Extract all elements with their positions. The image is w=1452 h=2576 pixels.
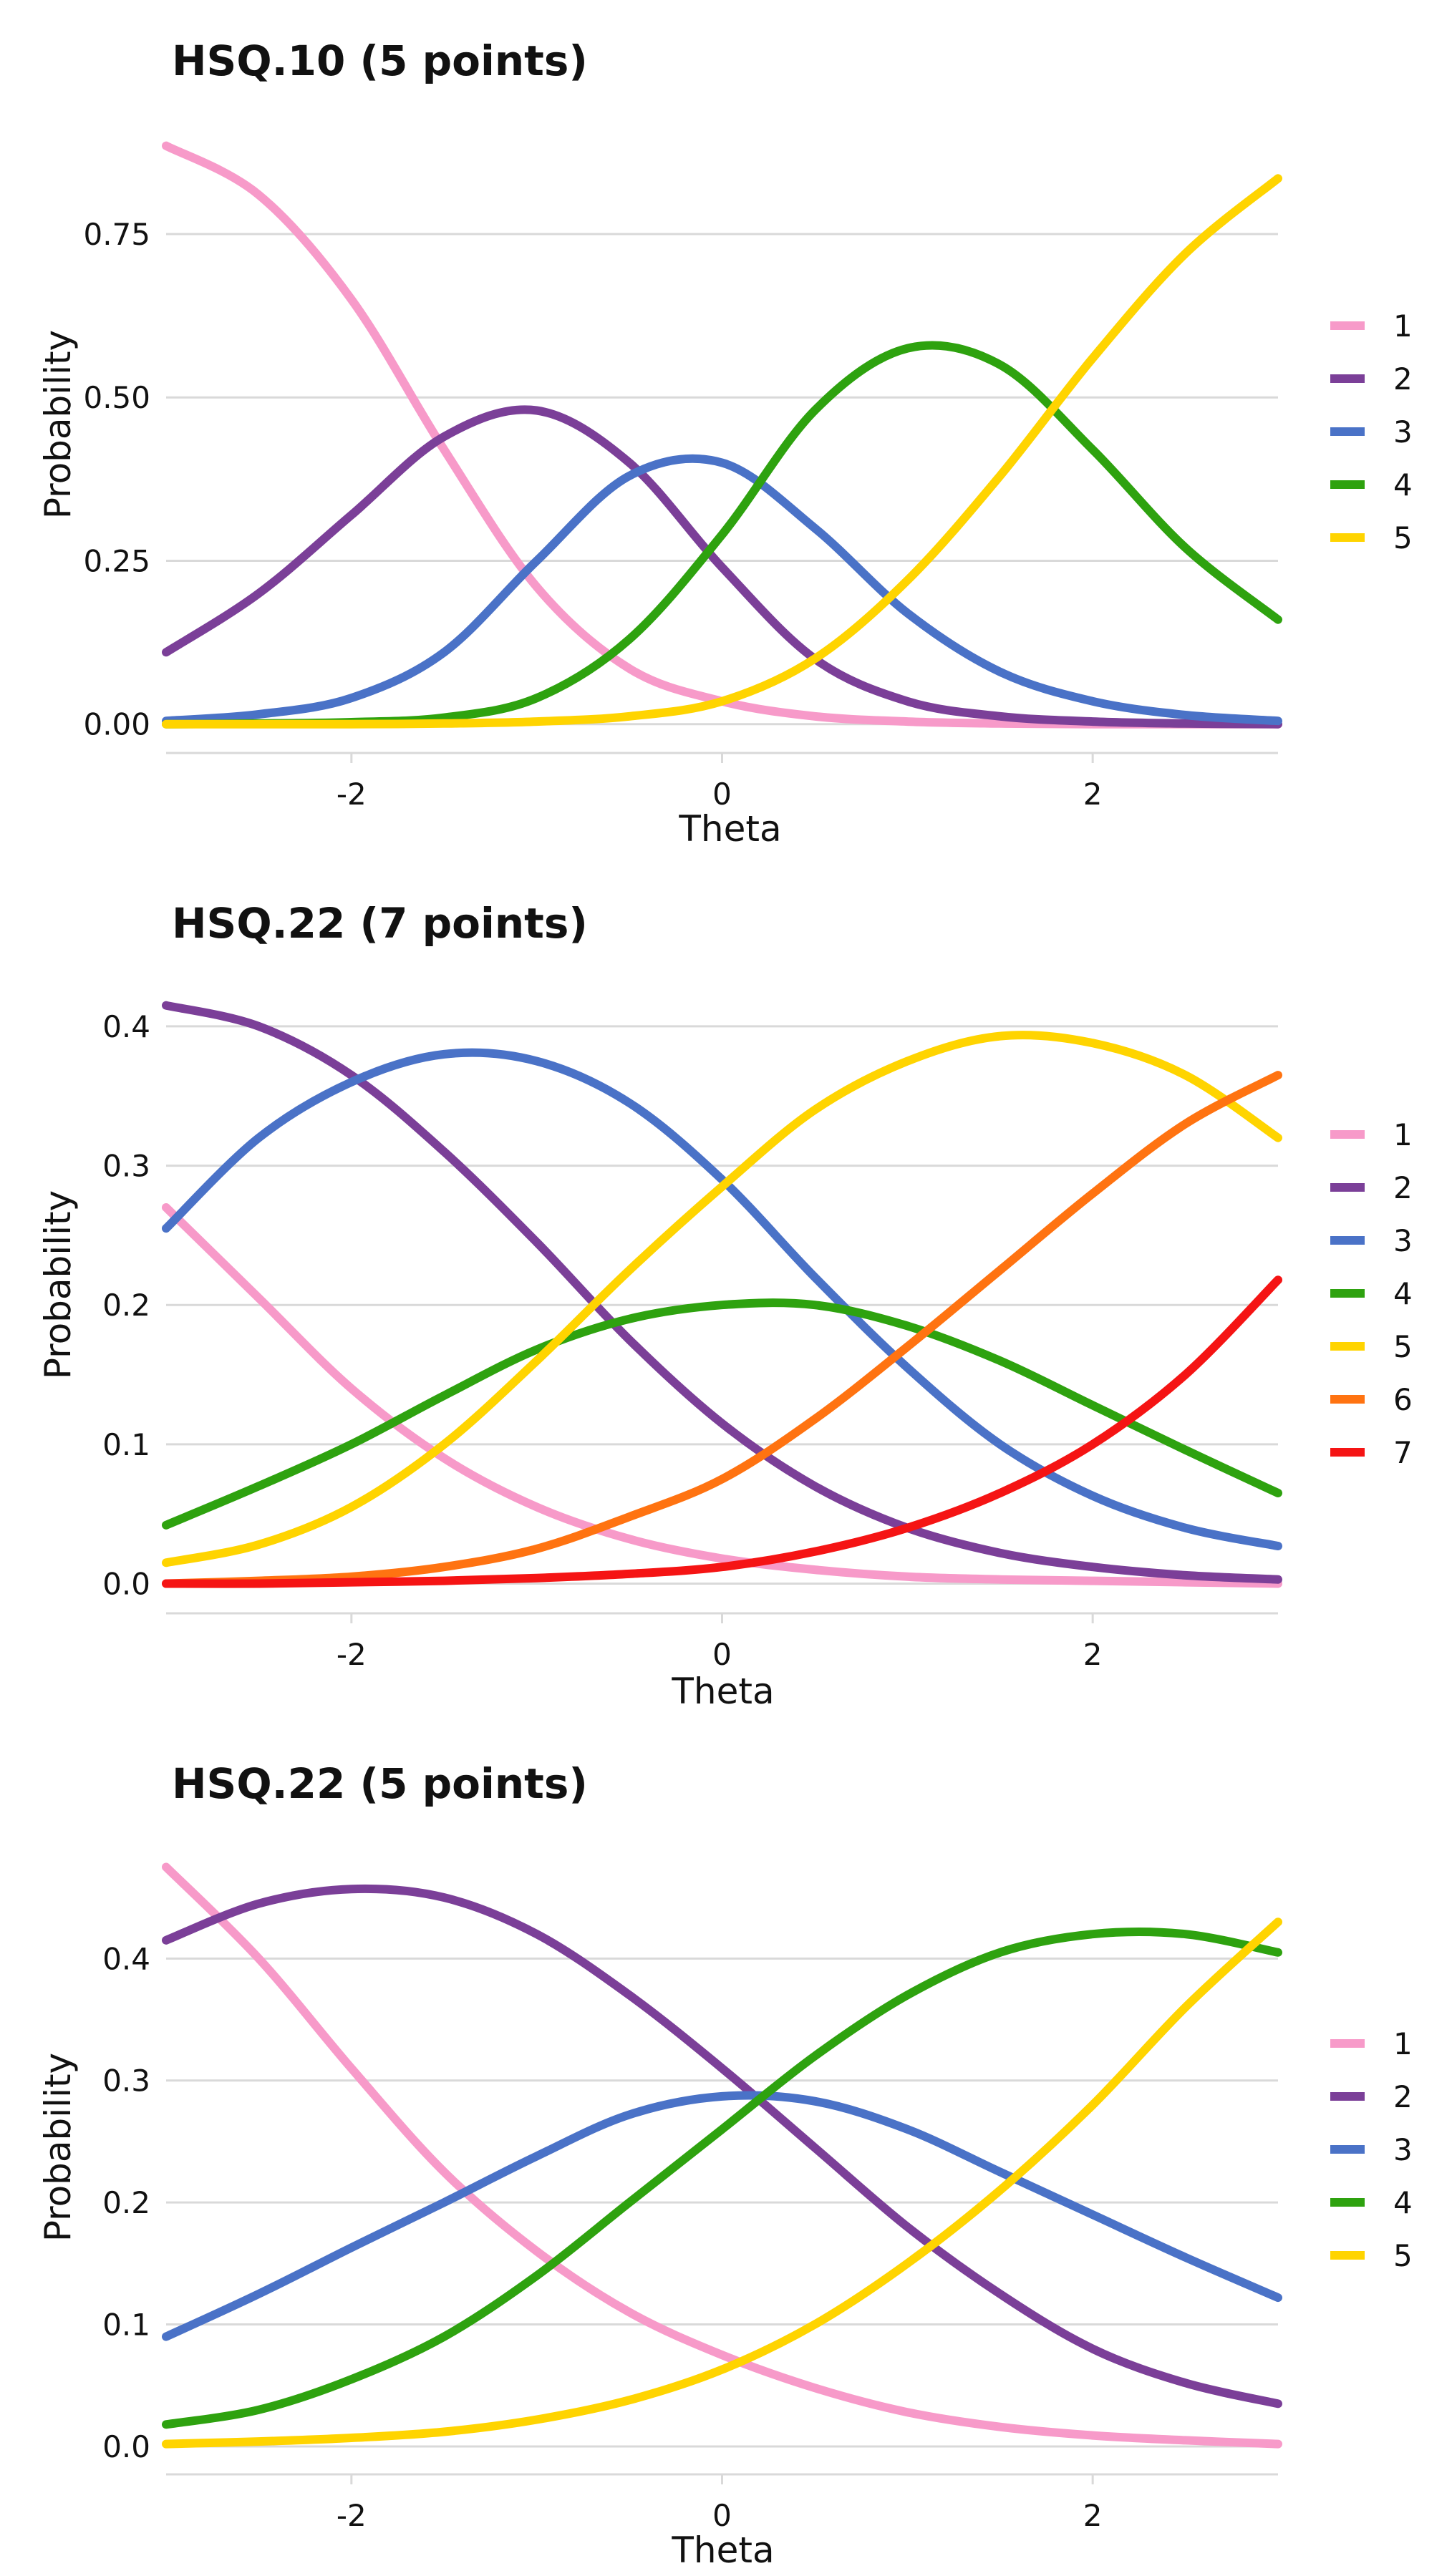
y-tick-label: 0.1 <box>102 2308 150 2343</box>
y-axis-label: Probability <box>37 1190 79 1379</box>
series-line-1 <box>162 1203 1282 1588</box>
chart-panel-1: HSQ.10 (5 points) Probability Theta 0.00… <box>37 37 1413 850</box>
x-axis-label: Theta <box>671 1671 774 1712</box>
x-tick-label: -2 <box>337 777 367 812</box>
x-tick-label: -2 <box>337 1637 367 1672</box>
legend-label-2: 2 <box>1393 1170 1413 1205</box>
grid-lines <box>166 1025 1278 1623</box>
y-tick-label: 0.3 <box>102 2064 150 2099</box>
x-tick-labels: -2 0 2 <box>337 2498 1103 2533</box>
legend-label-6: 6 <box>1393 1382 1413 1417</box>
series-lines <box>162 1862 1282 2449</box>
chart-panel-2: HSQ.22 (7 points) Probability Theta 0.00… <box>37 899 1413 1712</box>
series-line-3 <box>162 1048 1282 1550</box>
series-lines <box>162 141 1282 729</box>
series-line-1 <box>162 141 1282 729</box>
y-tick-labels: 0.00 0.25 0.50 0.75 <box>83 217 150 742</box>
series-line-7 <box>162 1275 1282 1588</box>
y-tick-label: 0.00 <box>83 707 150 742</box>
y-tick-label: 0.50 <box>83 380 150 415</box>
y-tick-label: 0.2 <box>102 1288 150 1323</box>
x-tick-labels: -2 0 2 <box>337 777 1103 812</box>
x-tick-label: 2 <box>1083 777 1103 812</box>
y-tick-label: 0.25 <box>83 543 150 578</box>
y-tick-labels: 0.0 0.1 0.2 0.3 0.4 <box>102 1941 150 2464</box>
legend-label-5: 5 <box>1393 2238 1413 2273</box>
x-axis-label: Theta <box>671 2529 774 2571</box>
series-line-2 <box>162 1001 1282 1584</box>
series-line-6 <box>162 1071 1282 1588</box>
series-line-5 <box>162 1031 1282 1568</box>
legend: 1 2 3 4 5 6 7 <box>1330 1117 1413 1470</box>
legend-label-2: 2 <box>1393 2079 1413 2114</box>
y-tick-label: 0.4 <box>102 1009 150 1044</box>
x-tick-labels: -2 0 2 <box>337 1637 1103 1672</box>
y-tick-label: 0.3 <box>102 1149 150 1184</box>
series-line-5 <box>162 1918 1282 2449</box>
series-line-1 <box>162 1862 1282 2449</box>
chart-title: HSQ.22 (7 points) <box>172 899 588 948</box>
y-tick-label: 0.1 <box>102 1427 150 1462</box>
grid-lines <box>166 233 1278 763</box>
y-tick-labels: 0.0 0.1 0.2 0.3 0.4 <box>102 1009 150 1602</box>
chart-title: HSQ.22 (5 points) <box>172 1759 588 1808</box>
series-line-2 <box>162 405 1282 729</box>
legend-label-3: 3 <box>1393 2132 1413 2167</box>
legend-label-7: 7 <box>1393 1435 1413 1470</box>
legend: 1 2 3 4 5 <box>1330 308 1413 555</box>
x-tick-label: 0 <box>712 777 732 812</box>
series-line-4 <box>162 1928 1282 2429</box>
chart-panel-3: HSQ.22 (5 points) Probability Theta 0.00… <box>37 1759 1413 2571</box>
y-tick-label: 0.0 <box>102 2429 150 2464</box>
legend-label-1: 1 <box>1393 308 1413 344</box>
legend-label-3: 3 <box>1393 1223 1413 1258</box>
series-line-3 <box>162 454 1282 726</box>
legend-label-5: 5 <box>1393 520 1413 555</box>
series-line-3 <box>162 2091 1282 2341</box>
y-tick-label: 0.75 <box>83 217 150 252</box>
y-tick-label: 0.0 <box>102 1567 150 1602</box>
x-tick-label: 0 <box>712 1637 732 1672</box>
y-axis-label: Probability <box>37 330 79 519</box>
series-line-5 <box>162 174 1282 729</box>
legend-label-2: 2 <box>1393 361 1413 397</box>
x-tick-label: 0 <box>712 2498 732 2533</box>
x-tick-label: 2 <box>1083 2498 1103 2533</box>
y-tick-label: 0.4 <box>102 1941 150 1976</box>
legend-label-1: 1 <box>1393 2026 1413 2061</box>
series-lines <box>162 1001 1282 1588</box>
legend-label-3: 3 <box>1393 414 1413 449</box>
legend-label-4: 4 <box>1393 467 1413 502</box>
y-axis-label: Probability <box>37 2053 79 2242</box>
legend-label-1: 1 <box>1393 1117 1413 1152</box>
legend-label-5: 5 <box>1393 1329 1413 1364</box>
chart-title: HSQ.10 (5 points) <box>172 37 588 85</box>
x-tick-label: 2 <box>1083 1637 1103 1672</box>
series-line-2 <box>162 1884 1282 2409</box>
y-tick-label: 0.2 <box>102 2185 150 2220</box>
grid-lines <box>166 1957 1278 2484</box>
x-axis-label: Theta <box>678 808 781 850</box>
legend-label-4: 4 <box>1393 2185 1413 2220</box>
x-tick-label: -2 <box>337 2498 367 2533</box>
series-line-4 <box>162 1298 1282 1530</box>
legend: 1 2 3 4 5 <box>1330 2026 1413 2273</box>
legend-label-4: 4 <box>1393 1276 1413 1311</box>
